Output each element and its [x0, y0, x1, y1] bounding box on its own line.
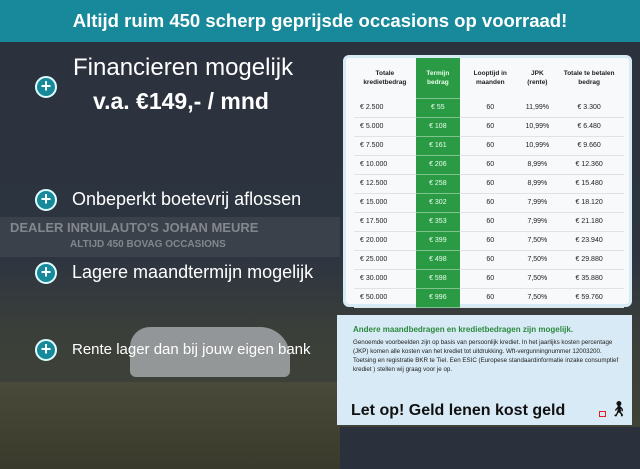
plus-icon: +	[35, 262, 57, 284]
table-cell: € 30.000	[354, 269, 416, 289]
table-cell: 7,99%	[520, 193, 555, 213]
table-cell: € 5.000	[354, 117, 416, 137]
weight-icon	[599, 411, 606, 417]
table-cell: 10,99%	[520, 117, 555, 137]
table-cell: € 25.000	[354, 250, 416, 270]
table-cell: 60	[460, 174, 521, 194]
header-term-amount: Termijn bedrag	[415, 58, 461, 99]
table-cell: 8,99%	[520, 174, 555, 194]
table-cell: 60	[460, 250, 521, 270]
table-row: € 30.000 € 598 60 7,50% € 35.880	[354, 269, 624, 289]
table-row: € 2.500 € 55 60 11,99% € 3.300	[354, 98, 624, 118]
table-cell: € 206	[415, 155, 461, 175]
loan-table: Totale kredietbedrag Termijn bedrag Loop…	[354, 58, 624, 308]
table-cell: € 598	[415, 269, 461, 289]
table-cell: 10,99%	[520, 136, 555, 156]
table-cell: € 29.880	[554, 250, 624, 270]
plus-icon: +	[35, 339, 57, 361]
table-cell: € 17.500	[354, 212, 416, 232]
sign-text: DEALER INRUILAUTO'S JOHAN MEURE	[10, 220, 259, 235]
table-cell: 60	[460, 98, 521, 118]
grass	[0, 382, 340, 469]
table-cell: € 55	[415, 98, 461, 118]
bullet-lower-term: Lagere maandtermijn mogelijk	[72, 262, 314, 282]
header-total-pay: Totale te betalen bedrag	[563, 70, 615, 86]
table-cell: 60	[460, 117, 521, 137]
table-cell: € 10.000	[354, 155, 416, 175]
table-cell: € 18.120	[554, 193, 624, 213]
header-total-credit: Totale kredietbedrag	[363, 70, 407, 86]
table-cell: € 21.180	[554, 212, 624, 232]
table-row: € 7.500 € 161 60 10,99% € 9.660	[354, 136, 624, 156]
info-panel: Andere maandbedragen en kredietbedragen …	[337, 315, 632, 425]
table-cell: € 9.660	[554, 136, 624, 156]
plus-icon: +	[35, 76, 57, 98]
walking-person-icon: 🚶︎	[609, 401, 629, 418]
table-cell: € 3.300	[554, 98, 624, 118]
table-cell: € 20.000	[354, 231, 416, 251]
table-cell: € 23.940	[554, 231, 624, 251]
table-row: € 25.000 € 498 60 7,50% € 29.880	[354, 250, 624, 270]
bullet-financing: Financieren mogelijk	[73, 54, 294, 81]
bullet-financing-price: v.a. €149,- / mnd	[93, 88, 269, 114]
table-row: € 17.500 € 353 60 7,99% € 21.180	[354, 212, 624, 232]
table-cell: € 108	[415, 117, 461, 137]
plus-icon: +	[35, 189, 57, 211]
bullet-repay: Onbeperkt boetevrij aflossen	[72, 189, 302, 209]
table-cell: € 498	[415, 250, 461, 270]
table-cell: € 7.500	[354, 136, 416, 156]
table-cell: € 353	[415, 212, 461, 232]
table-row: € 5.000 € 108 60 10,99% € 6.480	[354, 117, 624, 137]
info-heading: Andere maandbedragen en kredietbedragen …	[353, 325, 574, 334]
table-cell: 60	[460, 269, 521, 289]
table-cell: € 302	[415, 193, 461, 213]
table-row: € 10.000 € 206 60 8,99% € 12.360	[354, 155, 624, 175]
table-cell: 7,50%	[520, 231, 555, 251]
loan-table-card: Totale kredietbedrag Termijn bedrag Loop…	[343, 55, 632, 308]
table-cell: 11,99%	[520, 98, 555, 118]
car	[130, 327, 290, 377]
header-duration: Looptijd in maanden	[473, 70, 507, 86]
table-cell: 7,99%	[520, 212, 555, 232]
header-jpk: JPK (rente)	[527, 70, 548, 86]
table-cell: € 15.000	[354, 193, 416, 213]
table-cell: 7,50%	[520, 250, 555, 270]
table-cell: € 12.500	[354, 174, 416, 194]
table-row: € 12.500 € 258 60 8,99% € 15.480	[354, 174, 624, 194]
table-cell: 60	[460, 212, 521, 232]
table-cell: € 6.480	[554, 117, 624, 137]
table-row: € 15.000 € 302 60 7,99% € 18.120	[354, 193, 624, 213]
table-cell: 7,50%	[520, 269, 555, 289]
table-cell: € 996	[415, 288, 461, 308]
table-cell: 7,50%	[520, 288, 555, 308]
table-cell: € 15.480	[554, 174, 624, 194]
table-cell: 60	[460, 231, 521, 251]
info-body: Genoemde voorbeelden zijn op basis van p…	[353, 339, 619, 373]
bullet-rate: Rente lager dan bij jouw eigen bank	[72, 341, 311, 358]
table-cell: 60	[460, 288, 521, 308]
table-row: € 20.000 € 399 60 7,50% € 23.940	[354, 231, 624, 251]
top-banner: Altijd ruim 450 scherp geprijsde occasio…	[0, 0, 640, 42]
table-cell: € 258	[415, 174, 461, 194]
table-cell: € 12.360	[554, 155, 624, 175]
dealership-sign	[0, 217, 340, 257]
table-cell: € 161	[415, 136, 461, 156]
warning-text: Let op! Geld lenen kost geld	[351, 402, 566, 419]
table-cell: € 50.000	[354, 288, 416, 308]
table-cell: 60	[460, 193, 521, 213]
table-cell: 60	[460, 136, 521, 156]
table-cell: € 35.880	[554, 269, 624, 289]
table-cell: 8,99%	[520, 155, 555, 175]
table-cell: € 59.760	[554, 288, 624, 308]
table-row: € 50.000 € 996 60 7,50% € 59.760	[354, 288, 624, 308]
table-cell: 60	[460, 155, 521, 175]
sign-text-2: ALTIJD 450 BOVAG OCCASIONS	[70, 239, 226, 250]
table-cell: € 399	[415, 231, 461, 251]
table-cell: € 2.500	[354, 98, 416, 118]
